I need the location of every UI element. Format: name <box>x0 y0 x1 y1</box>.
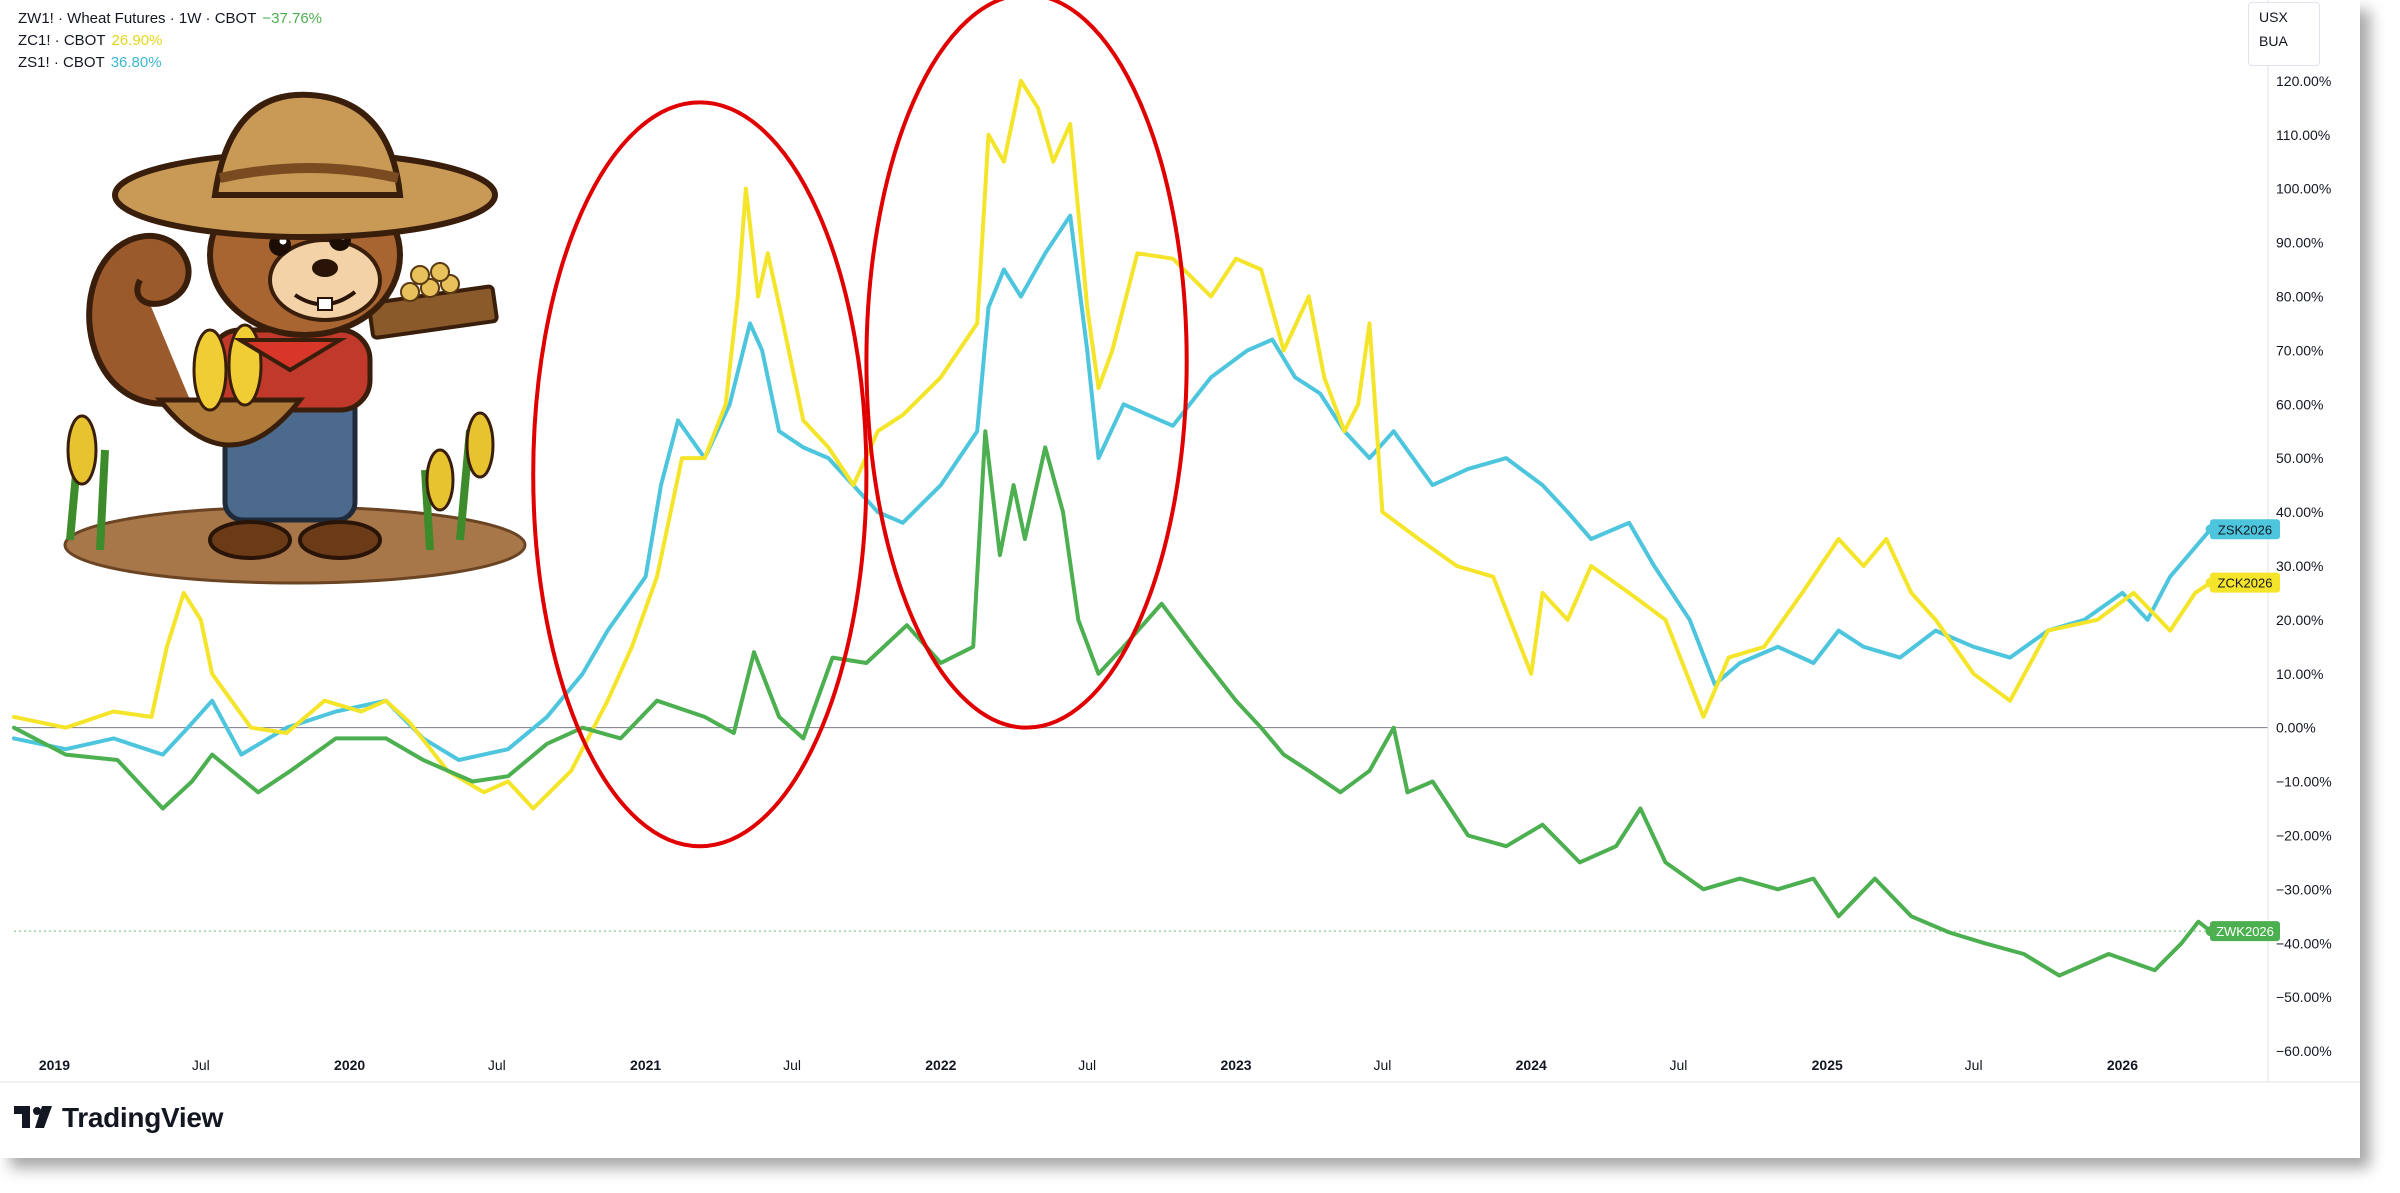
x-tick-label: Jul <box>1669 1057 1687 1073</box>
y-tick-label: 110.00% <box>2276 127 2330 143</box>
axis-layer: 120.00% 110.00% 100.00% 90.00% 80.00% 70.00% 6… <box>0 0 2360 1083</box>
x-tick-label: Jul <box>1965 1057 1983 1073</box>
y-tick-label: −40.00% <box>2276 935 2332 951</box>
legend-soy[interactable]: ZS1! · CBOT 36.80% <box>18 52 322 74</box>
x-tick-label: Jul <box>488 1057 506 1073</box>
zero-line-layer <box>14 727 2268 932</box>
legend-corn-label: ZC1! · CBOT <box>18 32 106 49</box>
y-tick-label: 60.00% <box>2276 396 2323 412</box>
series-line-corn[interactable] <box>12 78 2213 811</box>
y-tick-label: −60.00% <box>2276 1043 2332 1059</box>
x-tick-label: 2026 <box>2107 1057 2138 1073</box>
series-end-label-wheat: ZWK2026 <box>2216 924 2274 939</box>
currency-unit: USX <box>2259 9 2288 25</box>
annotation-layer <box>531 0 1189 849</box>
chart-plot[interactable]: 120.00% 110.00% 100.00% 90.00% 80.00% 70.00% 6… <box>0 0 2360 1158</box>
legend-soy-label: ZS1! · CBOT <box>18 54 105 71</box>
legend-corn-change: 26.90% <box>111 32 163 49</box>
badge-layer: ZWK2026 ZCK2026 ZSK2026 <box>2205 519 2280 942</box>
squirrel-farmer-illustration <box>63 91 527 585</box>
annotation-ellipse-1[interactable] <box>531 100 869 849</box>
series-end-label-soy: ZSK2026 <box>2218 522 2272 537</box>
y-tick-label: −10.00% <box>2276 774 2332 790</box>
y-tick-label: 100.00% <box>2276 181 2331 197</box>
series-legend: ZW1! · Wheat Futures · 1W · CBOT −37.76% … <box>18 8 322 74</box>
chart-frame: 120.00% 110.00% 100.00% 90.00% 80.00% 70.00% 6… <box>0 0 2360 1158</box>
tradingview-brand[interactable]: TradingView <box>14 1102 223 1134</box>
series-line-soy[interactable] <box>12 213 2213 762</box>
series-end-badge-corn[interactable] <box>2210 572 2280 593</box>
annotation-ellipse-2[interactable] <box>864 0 1189 730</box>
y-tick-label: −50.00% <box>2276 989 2332 1005</box>
series-end-badge-soy[interactable] <box>2210 519 2280 540</box>
tradingview-logo-icon <box>14 1106 52 1128</box>
currency-code: BUA <box>2259 33 2288 49</box>
brand-name: TradingView <box>62 1102 224 1133</box>
legend-corn[interactable]: ZC1! · CBOT 26.90% <box>18 30 322 52</box>
y-tick-label: 10.00% <box>2276 666 2323 682</box>
series-end-label-corn: ZCK2026 <box>2218 576 2273 591</box>
x-tick-label: Jul <box>1078 1057 1096 1073</box>
legend-soy-change: 36.80% <box>110 54 162 71</box>
series-line-wheat[interactable] <box>12 429 2213 978</box>
x-tick-label: 2020 <box>334 1057 365 1073</box>
y-tick-label: 80.00% <box>2276 288 2323 304</box>
series-layer <box>12 78 2213 978</box>
y-tick-label: 0.00% <box>2276 720 2316 736</box>
x-tick-label: 2019 <box>39 1057 70 1073</box>
y-tick-label: −20.00% <box>2276 827 2332 843</box>
x-tick-label: Jul <box>1373 1057 1391 1073</box>
currency-selector[interactable]: USX BUA <box>2248 2 2320 66</box>
y-tick-label: 50.00% <box>2276 450 2323 466</box>
y-tick-label: 20.00% <box>2276 612 2323 628</box>
legend-wheat[interactable]: ZW1! · Wheat Futures · 1W · CBOT −37.76% <box>18 8 322 30</box>
x-tick-label: 2024 <box>1516 1057 1547 1073</box>
y-tick-label: 70.00% <box>2276 342 2323 358</box>
legend-wheat-label: ZW1! · Wheat Futures · 1W · CBOT <box>18 10 257 27</box>
x-tick-label: 2023 <box>1220 1057 1251 1073</box>
y-tick-label: −30.00% <box>2276 881 2332 897</box>
y-tick-label: 30.00% <box>2276 558 2323 574</box>
y-tick-label: 90.00% <box>2276 235 2323 251</box>
x-tick-label: 2025 <box>1812 1057 1843 1073</box>
series-end-badge-wheat[interactable] <box>2210 921 2280 942</box>
y-tick-label: 40.00% <box>2276 504 2323 520</box>
y-tick-label: 120.00% <box>2276 73 2331 89</box>
x-tick-label: Jul <box>783 1057 801 1073</box>
x-tick-label: 2021 <box>630 1057 661 1073</box>
legend-wheat-change: −37.76% <box>262 10 322 27</box>
x-tick-label: 2022 <box>925 1057 956 1073</box>
x-tick-label: Jul <box>192 1057 210 1073</box>
